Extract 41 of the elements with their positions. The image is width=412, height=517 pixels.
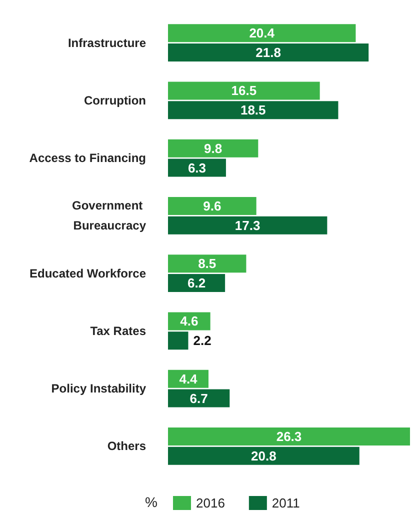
y-tick-label: Corruption <box>84 93 146 108</box>
data-label: 9.6 <box>203 198 222 214</box>
bar <box>168 446 360 465</box>
y-tick-label: Government Bureaucracy <box>72 198 146 233</box>
data-label: 8.5 <box>198 256 216 272</box>
bar <box>168 274 226 292</box>
data-label: 6.7 <box>190 390 208 406</box>
data-label: 6.3 <box>188 160 206 176</box>
y-tick-label: Others <box>107 439 146 454</box>
bar <box>168 82 320 100</box>
legend-label: 2016 <box>196 496 225 510</box>
data-label: 20.4 <box>249 26 276 41</box>
bar <box>168 332 188 350</box>
data-label: 17.3 <box>234 218 260 233</box>
bar <box>168 139 258 158</box>
bar <box>168 24 356 42</box>
bar <box>168 196 256 215</box>
bar <box>168 389 230 408</box>
data-label: 20.8 <box>251 448 276 464</box>
data-label: 16.5 <box>231 83 257 98</box>
data-label: 4.6 <box>180 314 198 329</box>
data-label: 21.8 <box>256 45 281 60</box>
y-tick-label: Policy Instability <box>51 382 146 396</box>
legend-title: % <box>145 494 158 510</box>
data-label: 2.2 <box>193 333 212 348</box>
bar <box>168 216 328 234</box>
bar <box>168 158 226 177</box>
data-label: 9.8 <box>204 140 222 156</box>
data-label: 26.3 <box>276 428 302 444</box>
bar <box>168 101 338 120</box>
legend-label: 2011 <box>272 496 300 510</box>
y-tick-label: Educated Workforce <box>30 266 146 280</box>
bar <box>168 254 246 273</box>
y-tick-label: Tax Rates <box>90 324 146 338</box>
data-label: 18.5 <box>240 102 266 118</box>
bar <box>168 44 369 62</box>
y-tick-label: Access to Financing <box>29 151 146 166</box>
data-label: 4.4 <box>179 371 198 386</box>
y-tick-label: Infrastructure <box>68 36 146 50</box>
data-label: 6.2 <box>187 276 206 291</box>
bar <box>168 427 410 446</box>
